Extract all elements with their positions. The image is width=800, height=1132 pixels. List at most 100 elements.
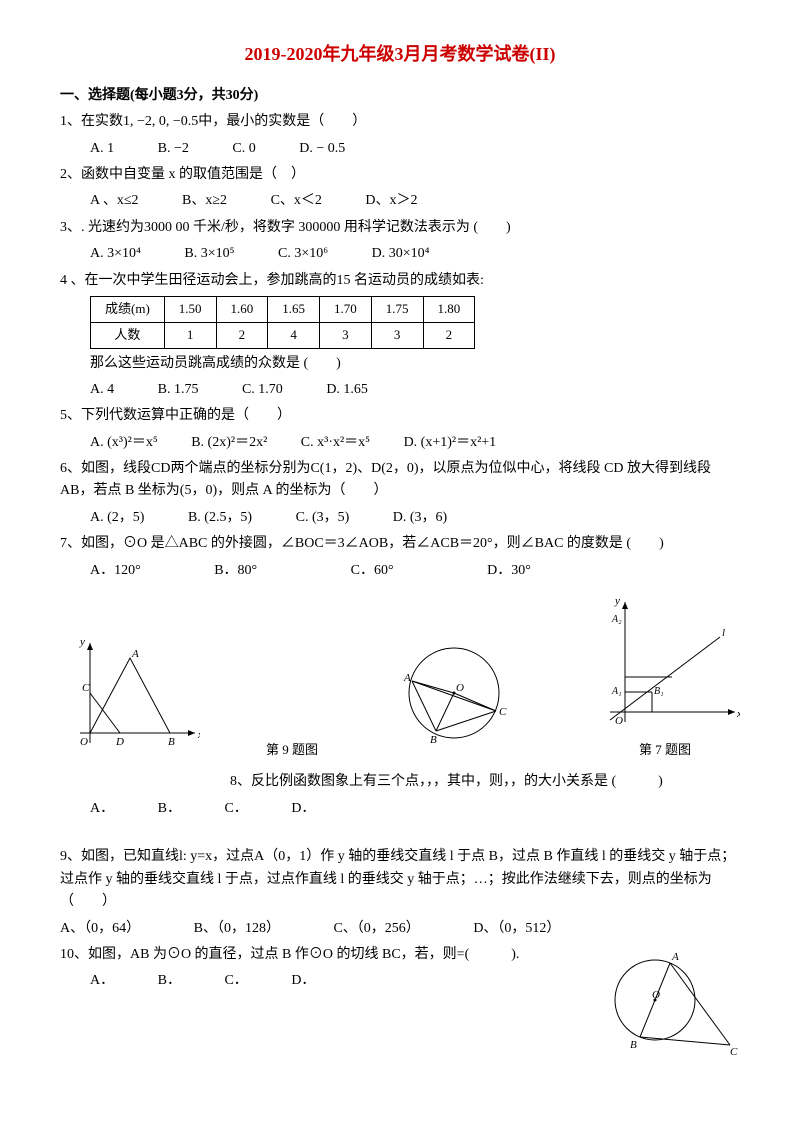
svg-text:y: y xyxy=(614,595,620,607)
q3-opt-d: D. 30×10⁴ xyxy=(372,243,430,265)
q4-table: 成绩(m) 1.50 1.60 1.65 1.70 1.75 1.80 人数 1… xyxy=(90,296,475,349)
figure-row: x y O A C D B 第 9 题图 O A B C xyxy=(60,592,740,761)
svg-text:x: x xyxy=(197,729,200,741)
svg-text:C: C xyxy=(499,706,507,718)
q3-opt-a: A. 3×10⁴ xyxy=(90,243,141,265)
question-3-options: A. 3×10⁴ B. 3×10⁵ C. 3×10⁶ D. 30×10⁴ xyxy=(90,243,740,265)
question-2: 2、函数中自变量 x 的取值范围是（ ） xyxy=(60,164,740,186)
q2-opt-b: B、x≥2 xyxy=(182,190,227,212)
q1-opt-a: A. 1 xyxy=(90,138,114,160)
q8-opt-c: C． xyxy=(224,798,247,820)
q9-opt-c: C、（0，256） xyxy=(333,918,419,940)
question-7-options: A．120° B．80° C．60° D．30° xyxy=(90,560,740,582)
svg-text:B: B xyxy=(630,1039,637,1051)
q5-opt-c: C. x³·x²＝x⁵ xyxy=(301,432,370,454)
svg-text:A₁: A₁ xyxy=(611,686,622,697)
q9-opt-a: A、（0，64） xyxy=(60,918,140,940)
svg-text:B: B xyxy=(430,734,437,746)
question-4: 4 、在一次中学生田径运动会上，参加跳高的15 名运动员的成绩如表: xyxy=(60,270,740,292)
question-2-options: A 、x≤2 B、x≥2 C、x＜2 D、x＞2 xyxy=(90,190,740,212)
q8-opt-d: D． xyxy=(291,798,315,820)
q6-opt-d: D. (3，6) xyxy=(393,507,447,529)
q3-opt-b: B. 3×10⁵ xyxy=(184,243,234,265)
q1-opt-d: D. − 0.5 xyxy=(299,138,345,160)
question-4-post: 那么这些运动员跳高成绩的众数是 ( ) xyxy=(90,353,740,375)
q6-opt-b: B. (2.5，5) xyxy=(188,507,252,529)
svg-text:B₁: B₁ xyxy=(654,686,664,697)
q4-opt-c: C. 1.70 xyxy=(242,379,283,401)
q6-opt-a: A. (2，5) xyxy=(90,507,144,529)
triangle-axes-icon: x y O A C D B xyxy=(60,633,200,753)
figure-7-label: 第 7 题图 xyxy=(590,740,740,761)
q7-opt-c: C．60° xyxy=(351,560,394,582)
q2-opt-d: D、x＞2 xyxy=(365,190,417,212)
page-title: 2019-2020年九年级3月月考数学试卷(II) xyxy=(60,40,740,69)
svg-text:O: O xyxy=(80,736,88,748)
q1-opt-b: B. −2 xyxy=(158,138,189,160)
svg-text:A: A xyxy=(671,951,679,963)
q1-opt-c: C. 0 xyxy=(232,138,255,160)
question-6-options: A. (2，5) B. (2.5，5) C. (3，5) D. (3，6) xyxy=(90,507,740,529)
axes-line-l-icon: x y O l A₁ B₁ A₂ xyxy=(590,592,740,732)
q8-opt-a: A． xyxy=(90,798,114,820)
svg-text:A: A xyxy=(131,648,139,660)
question-8: 8、反比例函数图象上有三个点，，，其中，则，，的大小关系是 ( ) xyxy=(230,771,740,793)
question-1: 1、在实数1, −2, 0, −0.5中，最小的实数是（ ） xyxy=(60,111,740,133)
svg-text:B: B xyxy=(168,736,175,748)
q4-opt-a: A. 4 xyxy=(90,379,114,401)
section-1-header: 一、选择题(每小题3分，共30分) xyxy=(60,85,740,107)
q2-opt-a: A 、x≤2 xyxy=(90,190,139,212)
q5-opt-d: D. (x+1)²＝x²+1 xyxy=(404,432,497,454)
svg-text:l: l xyxy=(722,627,725,639)
svg-text:D: D xyxy=(115,736,124,748)
q10-opt-b: B． xyxy=(158,970,181,992)
q10-opt-c: C． xyxy=(224,970,247,992)
q7-opt-d: D．30° xyxy=(487,560,531,582)
q7-opt-a: A．120° xyxy=(90,560,141,582)
svg-text:C: C xyxy=(730,1046,738,1058)
question-3: 3、. 光速约为3000 00 千米/秒，将数字 300000 用科学记数法表示… xyxy=(60,217,740,239)
q4-opt-d: D. 1.65 xyxy=(326,379,368,401)
question-9-options: A、（0，64） B、（0，128） C、（0，256） D、（0，512） xyxy=(60,918,740,940)
svg-text:C: C xyxy=(82,682,90,694)
circle-tangent-icon: O A B C xyxy=(600,940,740,1060)
q3-opt-c: C. 3×10⁶ xyxy=(278,243,328,265)
svg-text:O: O xyxy=(615,715,623,727)
q7-opt-b: B．80° xyxy=(214,560,257,582)
q2-opt-c: C、x＜2 xyxy=(271,190,322,212)
question-4-options: A. 4 B. 1.75 C. 1.70 D. 1.65 xyxy=(90,379,740,401)
table-row: 人数 1 2 4 3 3 2 xyxy=(91,322,475,348)
table-row: 成绩(m) 1.50 1.60 1.65 1.70 1.75 1.80 xyxy=(91,296,475,322)
question-5-options: A. (x³)²＝x⁵ B. (2x)²＝2x² C. x³·x²＝x⁵ D. … xyxy=(90,432,740,454)
figure-circle: O A B C xyxy=(384,633,524,761)
q5-opt-b: B. (2x)²＝2x² xyxy=(191,432,267,454)
q9-opt-d: D、（0，512） xyxy=(473,918,560,940)
question-5: 5、下列代数运算中正确的是（ ） xyxy=(60,405,740,427)
question-1-options: A. 1 B. −2 C. 0 D. − 0.5 xyxy=(90,138,740,160)
svg-text:A₂: A₂ xyxy=(611,614,622,625)
q6-opt-c: C. (3，5) xyxy=(296,507,350,529)
svg-text:x: x xyxy=(736,708,740,720)
question-9: 9、如图，已知直线l: y=x，过点A（0，1）作 y 轴的垂线交直线 l 于点… xyxy=(60,846,740,913)
question-7: 7、如图，⊙O 是△ABC 的外接圆，∠BOC＝3∠AOB，若∠ACB＝20°，… xyxy=(60,533,740,555)
q10-opt-d: D． xyxy=(291,970,315,992)
q9-opt-b: B、（0，128） xyxy=(194,918,280,940)
circle-icon: O A B C xyxy=(384,633,524,753)
question-10: 10、如图，AB 为⊙O 的直径，过点 B 作⊙O 的切线 BC，若，则=( )… xyxy=(60,944,600,966)
question-8-options: A． B． C． D． xyxy=(90,798,740,820)
question-6: 6、如图，线段CD两个端点的坐标分别为C(1，2)、D(2，0)，以原点为位似中… xyxy=(60,458,740,503)
svg-text:y: y xyxy=(79,636,85,648)
svg-text:O: O xyxy=(456,682,464,694)
th-count: 人数 xyxy=(91,322,165,348)
q10-opt-a: A． xyxy=(90,970,114,992)
q5-opt-a: A. (x³)²＝x⁵ xyxy=(90,432,158,454)
figure-9-label: 第 9 题图 xyxy=(266,740,318,761)
th-score: 成绩(m) xyxy=(91,296,165,322)
figure-q7: x y O l A₁ B₁ A₂ 第 7 题图 xyxy=(590,592,740,761)
question-10-options: A． B． C． D． xyxy=(90,970,600,992)
figure-q10: O A B C xyxy=(600,940,740,1068)
figure-q9: x y O A C D B xyxy=(60,633,200,761)
svg-text:A: A xyxy=(403,672,411,684)
q4-opt-b: B. 1.75 xyxy=(158,379,199,401)
q8-opt-b: B． xyxy=(158,798,181,820)
